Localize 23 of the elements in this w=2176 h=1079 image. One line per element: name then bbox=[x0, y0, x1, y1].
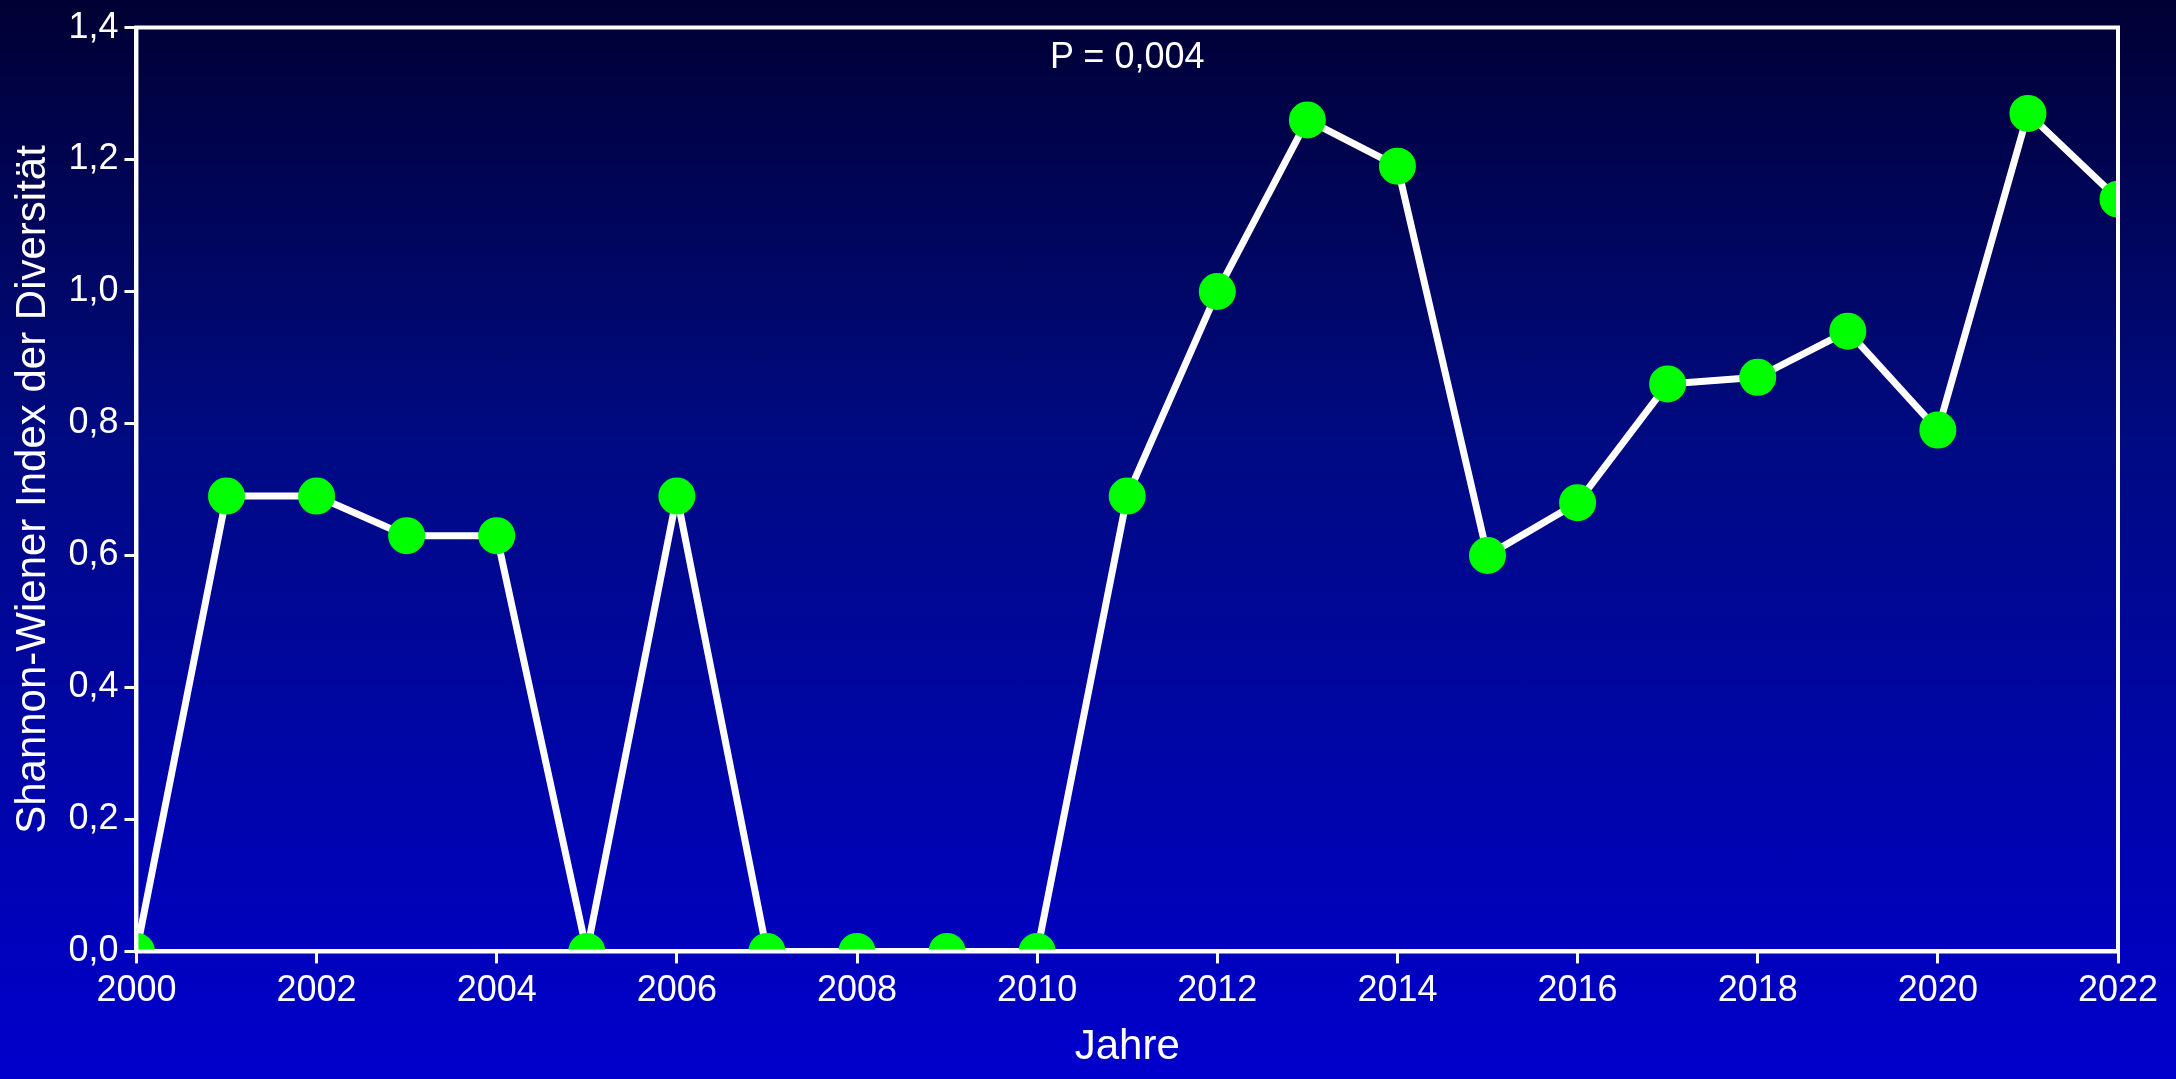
y-tick-label: 0,8 bbox=[68, 400, 119, 442]
x-tick-label: 2002 bbox=[276, 967, 357, 1009]
x-tick-label: 2022 bbox=[2077, 967, 2159, 1009]
y-tick-label: 0,6 bbox=[68, 532, 119, 574]
x-tick-label: 2012 bbox=[1177, 967, 1258, 1009]
y-tick-label: 1,2 bbox=[68, 136, 119, 178]
annotation: P = 0,004 bbox=[1049, 34, 1205, 76]
y-tick-label: 0,4 bbox=[68, 664, 119, 706]
x-tick-label: 2008 bbox=[816, 967, 898, 1009]
y-axis-title: Shannon-Wiener Index der Diversität bbox=[6, 144, 54, 834]
x-tick-label: 2000 bbox=[96, 967, 177, 1009]
x-tick-label: 2016 bbox=[1537, 967, 1618, 1009]
y-tick-label: 1,0 bbox=[68, 268, 119, 310]
x-axis-title: Jahre bbox=[1074, 1021, 1180, 1069]
y-tick-label: 1,4 bbox=[68, 4, 119, 46]
x-tick-label: 2018 bbox=[1717, 967, 1798, 1009]
x-tick-label: 2014 bbox=[1357, 967, 1438, 1009]
x-tick-label: 2004 bbox=[456, 967, 537, 1009]
y-tick-label: 0,2 bbox=[68, 796, 119, 838]
x-tick-label: 2010 bbox=[997, 967, 1078, 1009]
y-tick-label: 0,0 bbox=[68, 928, 119, 970]
x-tick-label: 2020 bbox=[1897, 967, 1978, 1009]
x-tick-label: 2006 bbox=[636, 967, 717, 1009]
